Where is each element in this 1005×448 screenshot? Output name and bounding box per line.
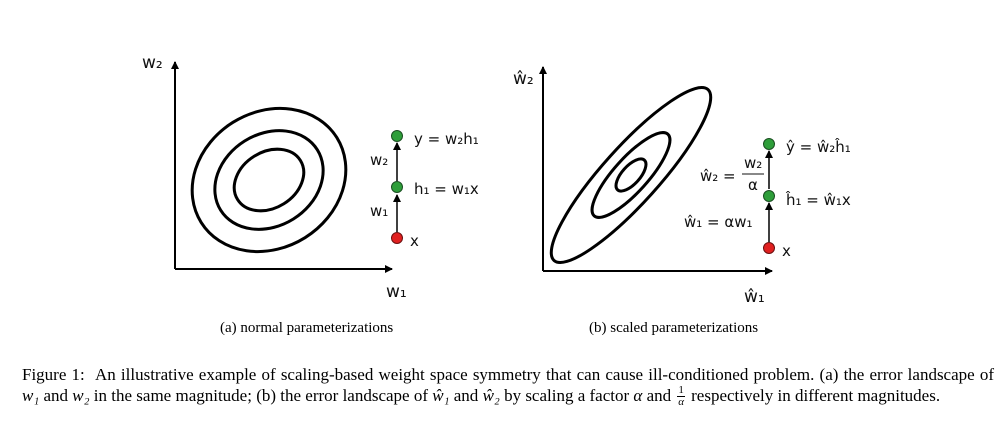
panel-a-node-h-label: h₁ = w₁x (414, 180, 479, 198)
caption-frac-num: 1 (677, 384, 685, 397)
caption-frac-den: α (678, 396, 685, 408)
panel-a-contour-inner (232, 147, 306, 213)
panel-b-edge-upper-frac-den: α (748, 176, 758, 194)
caption-prefix: Figure 1: (22, 365, 85, 384)
panel-b-node-y-label: ŷ = ŵ₂ĥ₁ (786, 137, 851, 156)
caption-part2: in the same magnitude; (b) the error lan… (93, 386, 429, 406)
caption-part4: respectively in different magnitudes. (691, 386, 941, 406)
panel-b-contour-middle (590, 131, 672, 219)
panel-b-edge-upper-lhs: ŵ₂ = (700, 167, 736, 185)
panel-b: ŵ₂ ŵ₁ ŷ = ŵ₂ĥ₁ ĥ₁ = ŵ₁x x ŵ₂ = w₂ α ŵ₁ =… (513, 66, 851, 336)
caption-w1hat: ŵ₁ (432, 386, 450, 406)
panel-a-contours (190, 106, 348, 254)
panel-b-node-y (763, 138, 775, 150)
caption-w2hat: ŵ₂ (482, 386, 500, 406)
panel-b-node-h-label: ĥ₁ = ŵ₁x (785, 190, 851, 209)
caption-and3: and (646, 386, 672, 406)
panel-a-contour-middle (213, 129, 325, 231)
panel-a-subcaption: (a) normal parameterizations (220, 320, 393, 336)
panel-a-node-h (391, 181, 403, 193)
panel-a: w₂ w₁ y = w₂h₁ h₁ = w₁x x w₂ w₁ (a) norm… (142, 53, 479, 336)
panel-b-edge-upper-frac-num: w₂ (744, 154, 762, 172)
caption-part1: An illustrative example of scaling-based… (94, 365, 995, 384)
panel-b-contours (549, 86, 713, 264)
panel-a-edge-lower-label: w₁ (370, 202, 388, 220)
panel-a-node-x-label: x (410, 232, 419, 250)
caption-and2: and (453, 386, 479, 406)
panel-b-contour-outer (549, 86, 713, 264)
caption-w1: w₁ (22, 386, 40, 406)
panel-b-contour-inner (614, 157, 648, 193)
panel-a-contour-outer (190, 106, 348, 254)
panel-b-subcaption: (b) scaled parameterizations (589, 320, 758, 336)
panel-a-edge-upper-label: w₂ (370, 151, 388, 169)
panel-b-y-axis-label: ŵ₂ (513, 69, 534, 89)
panel-a-node-x (391, 232, 403, 244)
figure-caption: Figure 1: An illustrative example of sca… (22, 364, 994, 408)
panel-b-node-h (763, 190, 775, 202)
caption-alpha: α (633, 386, 643, 406)
panel-a-y-axis-label: w₂ (142, 53, 163, 73)
panel-b-x-axis-label: ŵ₁ (744, 287, 765, 307)
panel-b-edge-lower-label: ŵ₁ = αw₁ (684, 213, 753, 231)
panel-a-node-y (391, 130, 403, 142)
caption-w2: w₂ (72, 386, 90, 406)
panel-a-node-y-label: y = w₂h₁ (414, 130, 479, 148)
panel-b-node-x-label: x (782, 242, 791, 260)
panel-a-x-axis-label: w₁ (386, 282, 407, 302)
panel-b-node-x (763, 242, 775, 254)
caption-and1: and (43, 386, 69, 406)
caption-part3: by scaling a factor (504, 386, 630, 406)
